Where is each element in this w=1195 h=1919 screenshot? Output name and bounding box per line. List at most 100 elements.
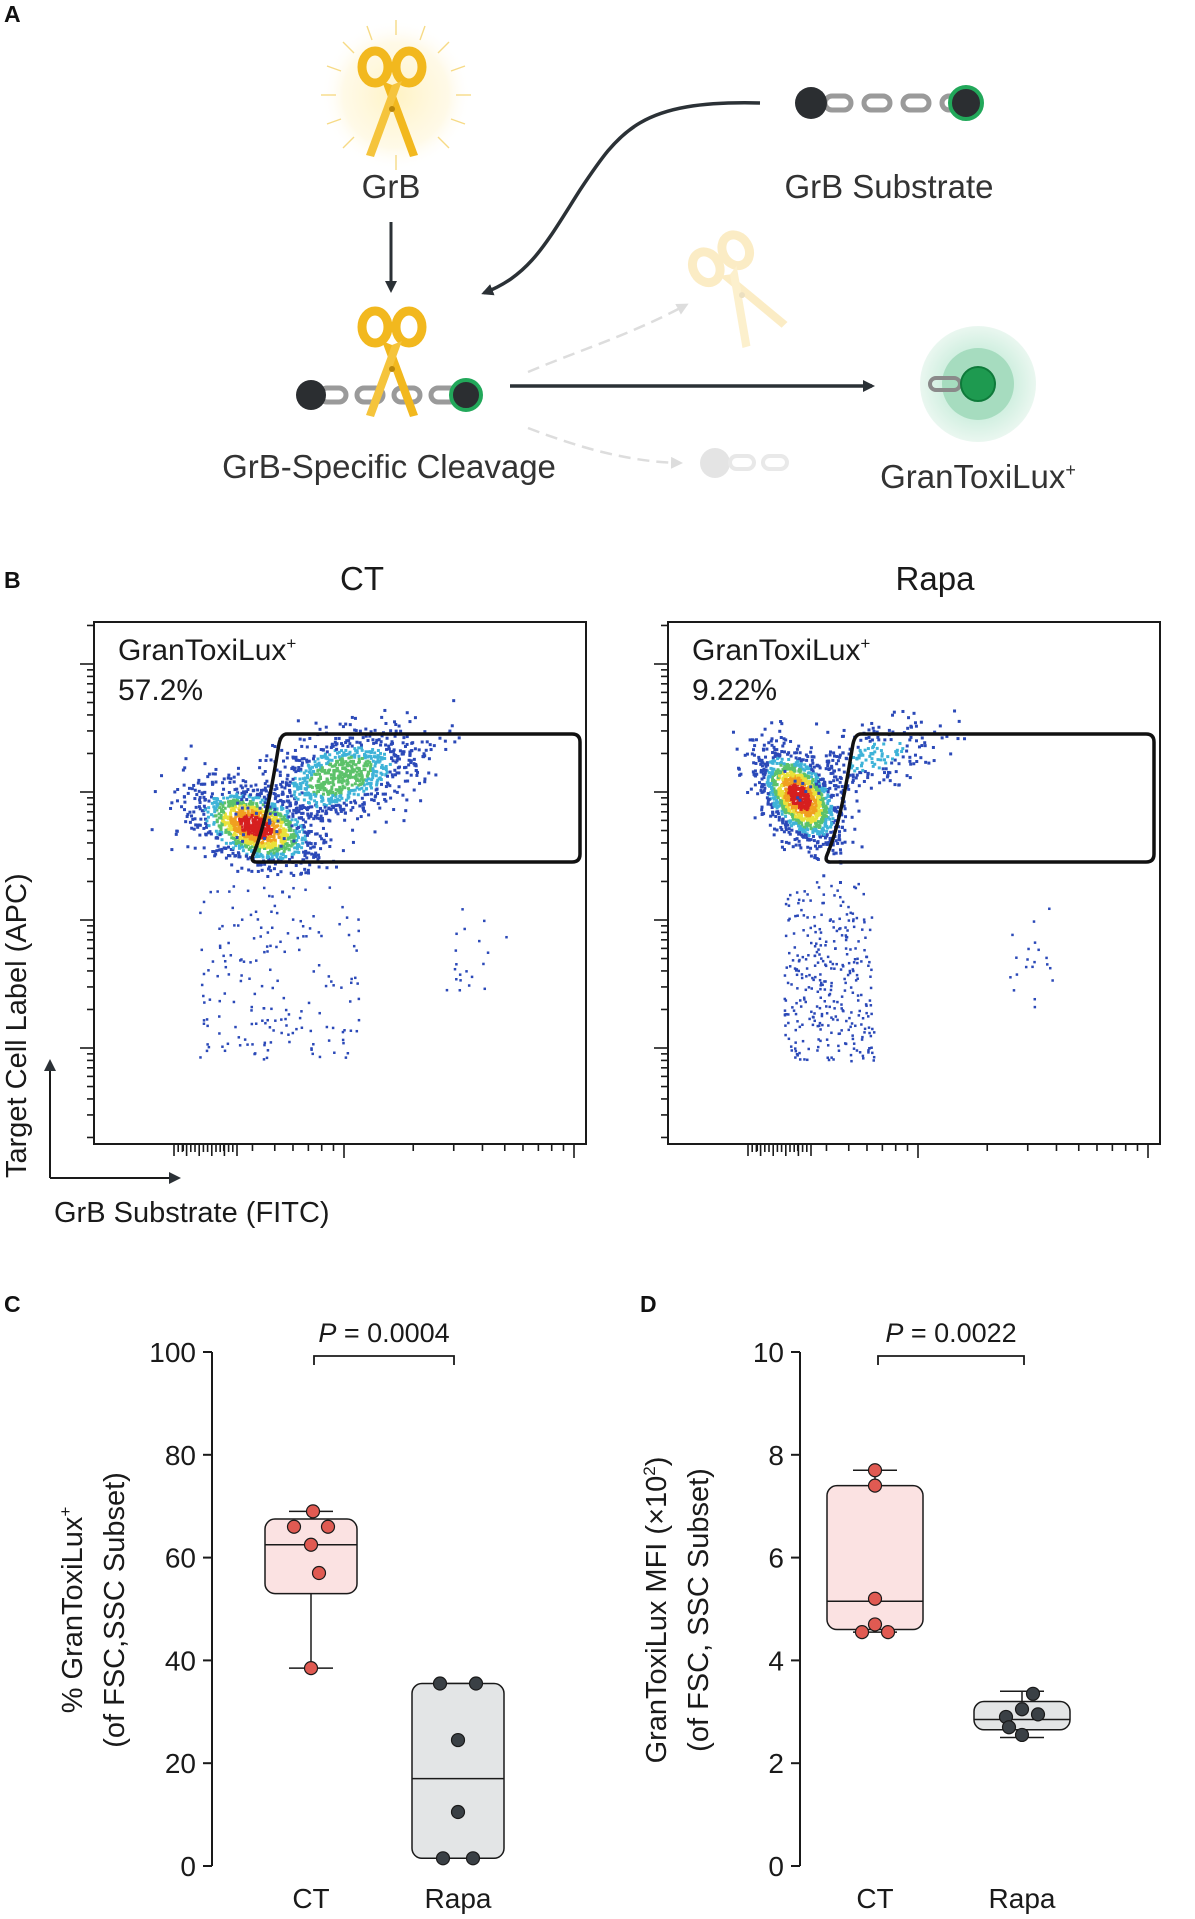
event-dot bbox=[807, 814, 811, 818]
event-dot bbox=[827, 798, 831, 802]
event-dot bbox=[861, 1054, 865, 1058]
event-dot bbox=[807, 834, 811, 838]
event-dot bbox=[253, 824, 257, 828]
event-dot bbox=[240, 813, 244, 817]
event-dot bbox=[341, 776, 345, 780]
event-dot bbox=[806, 775, 810, 779]
event-dot bbox=[309, 1029, 313, 1033]
event-dot bbox=[1032, 920, 1036, 923]
event-dot bbox=[788, 917, 791, 921]
event-dot bbox=[815, 816, 819, 820]
event-dot bbox=[384, 768, 388, 772]
grantoxilux-product-icon bbox=[920, 326, 1036, 442]
event-dot bbox=[350, 768, 354, 772]
event-dot bbox=[871, 764, 875, 768]
event-dot bbox=[799, 820, 803, 824]
event-dot bbox=[825, 806, 829, 810]
event-dot bbox=[771, 781, 775, 785]
event-dot bbox=[408, 720, 412, 724]
event-dot bbox=[830, 822, 834, 826]
event-dot bbox=[250, 1009, 253, 1012]
event-dot bbox=[357, 772, 361, 776]
event-dot bbox=[796, 773, 800, 777]
event-dot bbox=[272, 843, 276, 847]
event-dot bbox=[828, 825, 832, 829]
y-tick-label: 100 bbox=[149, 1337, 196, 1368]
event-dot bbox=[792, 793, 796, 797]
event-dot bbox=[768, 784, 772, 788]
event-dot bbox=[366, 738, 370, 742]
event-dot bbox=[835, 778, 839, 782]
event-dot bbox=[851, 764, 855, 768]
event-dot bbox=[268, 812, 272, 816]
event-dot bbox=[807, 806, 811, 810]
event-dot bbox=[219, 827, 223, 831]
event-dot bbox=[750, 752, 754, 756]
event-dot bbox=[272, 845, 276, 849]
event-dot bbox=[829, 812, 833, 816]
event-dot bbox=[795, 747, 799, 751]
event-dot bbox=[797, 763, 801, 767]
event-dot bbox=[786, 797, 790, 801]
event-dot bbox=[822, 816, 826, 820]
event-dot bbox=[241, 808, 245, 812]
event-dot bbox=[338, 798, 342, 802]
event-dot bbox=[202, 1019, 206, 1022]
event-dot bbox=[801, 955, 805, 959]
event-dot bbox=[798, 768, 802, 772]
event-dot bbox=[403, 744, 407, 748]
event-dot bbox=[313, 745, 317, 749]
event-dot bbox=[1048, 966, 1052, 970]
event-dot bbox=[455, 932, 458, 936]
event-dot bbox=[252, 830, 256, 834]
event-dot bbox=[291, 918, 295, 921]
event-dot bbox=[341, 1038, 345, 1042]
event-dot bbox=[220, 823, 224, 827]
event-dot bbox=[396, 754, 400, 758]
event-dot bbox=[788, 832, 792, 836]
event-dot bbox=[199, 1056, 202, 1059]
event-dot bbox=[372, 798, 376, 802]
event-dot bbox=[832, 920, 835, 923]
event-dot bbox=[351, 828, 355, 832]
event-dot bbox=[193, 788, 197, 792]
event-dot bbox=[371, 738, 375, 742]
event-dot bbox=[811, 1023, 815, 1027]
event-dot bbox=[804, 800, 808, 804]
event-dot bbox=[184, 820, 188, 824]
event-dot bbox=[815, 950, 819, 954]
event-dot bbox=[307, 806, 311, 810]
event-dot bbox=[328, 789, 332, 793]
event-dot bbox=[231, 818, 235, 822]
event-dot bbox=[348, 723, 352, 727]
event-dot bbox=[854, 1024, 857, 1028]
event-dot bbox=[227, 821, 231, 825]
event-dot bbox=[233, 800, 237, 804]
event-dot bbox=[863, 1027, 867, 1031]
event-dot bbox=[229, 799, 233, 803]
event-dot bbox=[393, 754, 397, 758]
event-dot bbox=[323, 768, 327, 772]
event-dot bbox=[307, 759, 311, 763]
event-dot bbox=[249, 800, 253, 804]
event-dot bbox=[824, 814, 828, 818]
event-dot bbox=[821, 1023, 824, 1027]
event-dot bbox=[345, 774, 349, 778]
event-dot bbox=[809, 781, 813, 785]
event-dot bbox=[828, 836, 832, 840]
event-dot bbox=[790, 1049, 794, 1052]
event-dot bbox=[240, 791, 244, 795]
event-dot bbox=[759, 768, 763, 772]
event-dot bbox=[864, 758, 868, 762]
event-dot bbox=[220, 821, 224, 825]
y-tick-label: 4 bbox=[768, 1645, 784, 1676]
event-dot bbox=[812, 978, 815, 982]
event-dot bbox=[795, 787, 799, 791]
event-dot bbox=[207, 1045, 211, 1049]
event-dot bbox=[328, 801, 332, 805]
event-dot bbox=[781, 795, 785, 799]
event-dot bbox=[818, 1006, 822, 1010]
event-dot bbox=[775, 753, 779, 757]
event-dot bbox=[237, 846, 241, 850]
event-dot bbox=[365, 774, 369, 778]
